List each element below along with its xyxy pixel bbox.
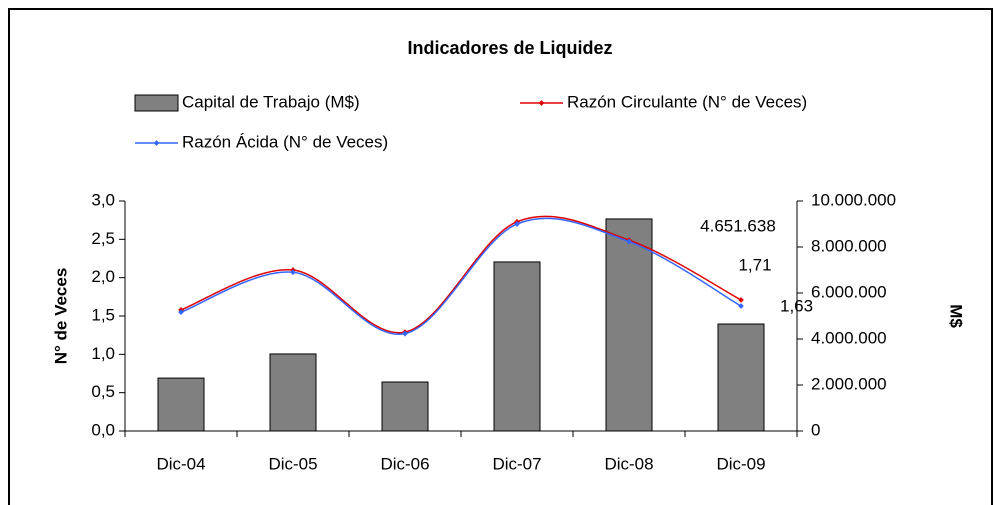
legend-marker <box>153 140 160 146</box>
y-tick-label: 1,0 <box>91 344 115 363</box>
y-tick-label: 2,5 <box>91 229 115 248</box>
bar <box>717 323 765 432</box>
y2-tick-label: 4.000.000 <box>811 328 887 347</box>
legend-label: Capital de Trabajo (M$) <box>182 92 360 111</box>
marker <box>178 309 184 315</box>
data-label: 1,71 <box>738 255 771 274</box>
y-tick-label: 3,0 <box>91 190 115 209</box>
y-tick-label: 2,0 <box>91 267 115 286</box>
bar <box>381 381 429 432</box>
x-tick-label: Dic-08 <box>604 454 653 473</box>
x-tick-label: Dic-04 <box>156 454 205 473</box>
line <box>180 217 742 335</box>
marker <box>402 330 408 337</box>
marker <box>626 238 632 245</box>
x-tick-label: Dic-07 <box>492 454 541 473</box>
bar <box>605 218 653 432</box>
y2-tick-label: 2.000.000 <box>811 374 887 393</box>
chart-title: Indicadores de Liquidez <box>407 38 612 58</box>
legend-swatch <box>134 94 179 112</box>
y2-tick-label: 10.000.000 <box>811 190 896 209</box>
line <box>180 215 742 334</box>
data-label: 1,63 <box>780 296 813 315</box>
marker <box>738 297 744 303</box>
y2-tick-label: 0 <box>811 420 820 439</box>
bar <box>157 377 205 432</box>
x-tick-label: Dic-06 <box>380 454 429 473</box>
y2-tick-label: 6.000.000 <box>811 282 887 301</box>
x-tick-label: Dic-09 <box>716 454 765 473</box>
legend-label: Razón Ácida (N° de Veces) <box>182 132 388 151</box>
y-tick-label: 0,0 <box>91 420 115 439</box>
marker <box>738 303 744 309</box>
y-axis-title: N° de Veces <box>51 268 70 365</box>
bar <box>269 353 317 432</box>
data-label: 4.651.638 <box>700 216 776 235</box>
y-tick-label: 1,5 <box>91 305 115 324</box>
chart-frame <box>8 8 993 505</box>
y2-axis-title: M$ <box>947 304 966 328</box>
y2-tick-label: 8.000.000 <box>811 236 887 255</box>
marker <box>290 269 296 276</box>
x-tick-label: Dic-05 <box>268 454 317 473</box>
bar <box>493 261 541 432</box>
y-tick-label: 0,5 <box>91 382 115 401</box>
legend-label: Razón Circulante (N° de Veces) <box>567 92 807 111</box>
legend-marker <box>538 100 545 106</box>
marker <box>514 221 520 227</box>
